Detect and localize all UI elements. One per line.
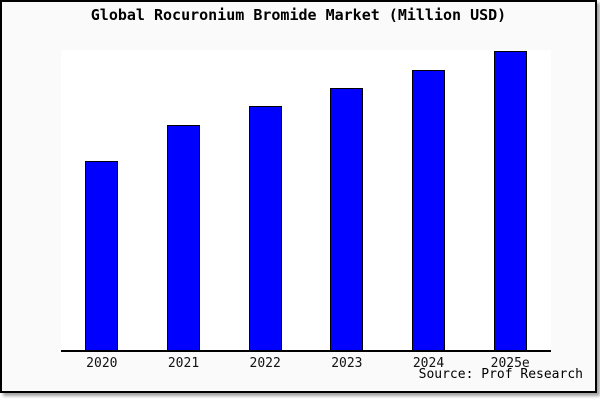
x-tick-label-2025e: 2025e xyxy=(490,356,530,371)
bar-slot-2025e xyxy=(469,50,551,350)
bar-slot-2020 xyxy=(61,50,143,350)
bar-2024 xyxy=(412,70,446,350)
bar-2022 xyxy=(248,106,282,350)
bar-slot-2021 xyxy=(143,50,225,350)
bar-2025e xyxy=(493,51,527,350)
chart-frame: Global Rocuronium Bromide Market (Millio… xyxy=(0,0,597,393)
source-credit: Source: Prof Research xyxy=(418,367,583,382)
plot-area xyxy=(61,50,551,352)
bar-2023 xyxy=(330,88,364,350)
bar-slot-2022 xyxy=(224,50,306,350)
bar-2021 xyxy=(167,125,200,350)
x-axis-tick-labels: 2020 2021 2022 2023 2024 2025e xyxy=(61,356,551,371)
x-tick-label-2022: 2022 xyxy=(249,356,281,371)
bar-slot-2023 xyxy=(306,50,388,350)
x-tick-label-2023: 2023 xyxy=(331,356,363,371)
x-tick-label-2020: 2020 xyxy=(86,356,118,371)
chart-title: Global Rocuronium Bromide Market (Millio… xyxy=(90,6,507,24)
bar-2020 xyxy=(85,161,119,350)
x-tick-label-2021: 2021 xyxy=(167,356,200,371)
x-tick-label-2024: 2024 xyxy=(412,356,445,371)
bar-slot-2024 xyxy=(388,50,470,350)
